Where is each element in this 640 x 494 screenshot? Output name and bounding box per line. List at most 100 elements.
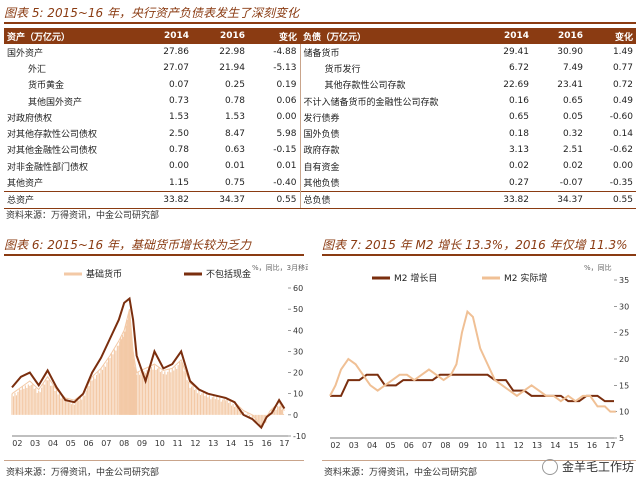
liability-change: 0.72 (612, 79, 633, 90)
liability-label: 货币发行 (299, 60, 488, 77)
legend-label: M2 实际增 (504, 272, 547, 284)
asset-2014: 27.07 (163, 63, 189, 74)
chart7-m2-growth: 02 03 04 05 06 07 08 09 10 11 12 13 14 15 16 17 5 10 15 20 2… (329, 263, 629, 450)
x-tick-label: 10 (155, 439, 165, 448)
chart7-title-rule (322, 254, 636, 256)
asset-change: -4.88 (273, 47, 297, 58)
asset-label: 外汇 (28, 64, 47, 75)
series-2-line (11, 296, 286, 430)
asset-label: 其他资产 (7, 179, 44, 190)
liability-change: -0.35 (609, 177, 633, 188)
asset-label: 对政府债权 (7, 113, 53, 124)
table-row: 其他国外资产 0.73 0.78 0.06 不计入储备货币的金融性公司存款 0.16 0.6… (4, 92, 636, 110)
series-1-line (330, 373, 614, 403)
x-tick-label: 07 (422, 441, 432, 450)
liability-2016: 0.02 (562, 161, 583, 172)
chart-annotation: %，同比 (584, 263, 612, 272)
x-tick-label: 08 (440, 441, 450, 450)
asset-change: 5.98 (276, 128, 297, 139)
liability-2014: 0.02 (508, 161, 529, 172)
asset-2016: 0.78 (224, 96, 245, 107)
x-tick-label: 04 (367, 441, 377, 450)
asset-2014: 0.07 (168, 79, 189, 90)
legend-label: 基础货币 (86, 268, 122, 280)
legend-label: M2 增长目 (394, 272, 437, 284)
asset-2016: 0.01 (224, 161, 245, 172)
asset-change: 0.01 (276, 161, 297, 172)
liability-change: 1.49 (612, 47, 633, 58)
header-change-liab: 变化 (586, 28, 636, 44)
liability-2014: 0.65 (508, 112, 529, 123)
balance-sheet-table: 资产（万亿元） 2014 2016 变化 负债（万亿元） 2014 2016 变… (4, 28, 636, 209)
x-tick-label: 03 (30, 439, 40, 448)
table-row: 对其他存款性公司债权 2.50 8.47 5.98 国外负债 0.18 0.32 0.14 (4, 125, 636, 142)
watermark: 金羊毛工作坊 (541, 458, 634, 475)
x-tick-label: 11 (495, 441, 505, 450)
chart6-bottom-rule (4, 460, 304, 461)
asset-2014: 27.86 (163, 47, 189, 58)
x-tick-label: 11 (173, 439, 183, 448)
asset-label: 国外资产 (7, 48, 44, 59)
x-tick-label: 13 (208, 439, 218, 448)
liability-2014: 0.27 (508, 177, 529, 188)
liability-change: 0.49 (612, 96, 633, 107)
asset-label: 货币黄金 (28, 81, 65, 92)
liability-change: -0.62 (609, 144, 633, 155)
y-tick-label: 15 (619, 381, 629, 390)
y-tick-label: 20 (293, 369, 303, 378)
asset-2014: 0.73 (168, 96, 189, 107)
y-tick-label: 60 (293, 284, 303, 293)
table-title: 图表 5: 2015~16 年，央行资产负债表发生了深刻变化 (4, 6, 299, 20)
liability-2016: 0.65 (562, 96, 583, 107)
table-total-row: 总资产 33.82 34.37 0.55 总负债 33.82 34.37 0.55 (4, 190, 636, 209)
asset-2016: 21.94 (219, 63, 245, 74)
liability-2016: -0.07 (559, 177, 583, 188)
chart6-base-money: 02 03 04 05 06 07 08 09 10 11 12 13 14 15 16 17 -10 0 10 20… (11, 263, 308, 448)
x-tick-label: 02 (12, 439, 22, 448)
total-assets-change: 0.55 (248, 190, 300, 209)
liability-label: 国外负债 (299, 125, 488, 142)
table-row: 其他资产 1.15 0.75 -0.40 其他负债 0.27 -0.07 -0.35 (4, 174, 636, 192)
x-tick-label: 06 (404, 441, 414, 450)
liability-label: 自有资金 (299, 158, 488, 175)
total-assets-2016: 34.37 (192, 190, 248, 209)
y-tick-label: 25 (619, 329, 629, 338)
series-2-line (329, 309, 616, 413)
title-rule (4, 22, 636, 24)
asset-2016: 0.75 (224, 177, 245, 188)
header-assets: 资产（万亿元） (4, 28, 148, 44)
liability-2014: 3.13 (508, 144, 529, 155)
asset-change: 0.00 (276, 112, 297, 123)
x-tick-label: 16 (587, 441, 597, 450)
y-tick-label: 35 (619, 276, 629, 285)
header-change-assets: 变化 (248, 28, 300, 44)
x-tick-label: 06 (83, 439, 93, 448)
x-tick-label: 09 (137, 439, 147, 448)
liability-2014: 0.18 (508, 128, 529, 139)
liability-2016: 7.49 (562, 63, 583, 74)
liability-label: 其他负债 (299, 174, 488, 192)
chart7-source: 资料来源：万得资讯，中金公司研究部 (324, 468, 478, 478)
x-tick-label: 13 (532, 441, 542, 450)
asset-2014: 0.78 (168, 144, 189, 155)
header-2014-liab: 2014 (488, 28, 532, 44)
asset-label: 对其他金融性公司债权 (7, 146, 98, 157)
x-tick-label: 12 (190, 439, 200, 448)
x-tick-label: 16 (262, 439, 272, 448)
table-row: 货币黄金 0.07 0.25 0.19 其他存款性公司存款 22.69 23.41 0.72 (4, 76, 636, 93)
y-tick-label: 50 (293, 305, 303, 314)
chart7-bottom-rule (322, 460, 636, 461)
x-tick-label: 02 (330, 441, 340, 450)
x-tick-label: 05 (66, 439, 76, 448)
chart6-source: 资料来源：万得资讯，中金公司研究部 (6, 468, 160, 478)
liability-2016: 23.41 (557, 79, 583, 90)
x-tick-label: 05 (385, 441, 395, 450)
asset-label: 对非金融性部门债权 (7, 162, 89, 173)
total-liab-label: 总负债 (299, 190, 488, 209)
x-tick-label: 17 (605, 441, 615, 450)
total-assets-label: 总资产 (4, 190, 148, 209)
y-tick-label: -10 (293, 432, 306, 441)
table-row: 对政府债权 1.53 1.53 0.00 发行债券 0.65 0.05 -0.60 (4, 109, 636, 126)
liability-label: 储备货币 (299, 44, 488, 61)
total-liab-change: 0.55 (586, 190, 636, 209)
